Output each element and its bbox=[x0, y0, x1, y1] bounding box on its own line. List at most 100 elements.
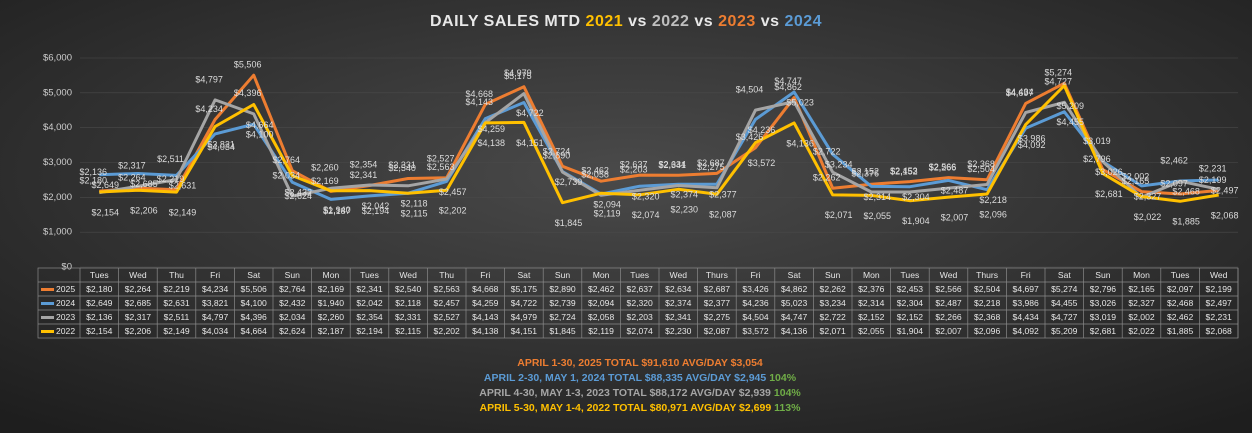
data-label: $2,203 bbox=[620, 165, 648, 175]
data-label: $2,022 bbox=[1134, 212, 1162, 222]
x-tick-label: Thu bbox=[439, 270, 454, 280]
table-cell: $4,664 bbox=[241, 326, 268, 336]
data-label: $2,180 bbox=[80, 175, 108, 185]
y-tick-label: $4,000 bbox=[43, 122, 72, 133]
summary-text: APRIL 4-30, MAY 1-3, 2023 TOTAL $88,172 … bbox=[479, 387, 771, 399]
table-cell: $1,885 bbox=[1167, 326, 1194, 336]
data-label: $2,042 bbox=[362, 201, 390, 211]
table-cell: $2,634 bbox=[665, 284, 692, 294]
data-label: $2,563 bbox=[427, 162, 455, 172]
data-label: $2,327 bbox=[1134, 191, 1162, 201]
x-tick-label: Sun bbox=[555, 270, 571, 280]
data-labels: $2,180 $2,264 $2,219 $4,234 $5,506 $2,764 $2,1… bbox=[80, 60, 1239, 229]
table-cell: $2,462 bbox=[1167, 312, 1194, 322]
table-cell: $2,094 bbox=[588, 298, 615, 308]
table-cell: $2,453 bbox=[897, 284, 924, 294]
data-label: $5,175 bbox=[504, 71, 532, 81]
table-cell: $4,234 bbox=[202, 284, 229, 294]
data-label: $2,264 bbox=[118, 173, 146, 183]
data-label: $4,722 bbox=[516, 108, 544, 118]
x-tick-label: Tues bbox=[630, 270, 649, 280]
table-cell: $2,527 bbox=[434, 312, 461, 322]
data-label: $2,154 bbox=[92, 207, 120, 217]
table-cell: $2,304 bbox=[897, 298, 924, 308]
table-cell: $2,649 bbox=[86, 298, 113, 308]
title-part: vs bbox=[761, 13, 780, 30]
data-label: $2,055 bbox=[864, 211, 892, 221]
x-tick-label: Sun bbox=[1095, 270, 1111, 280]
data-label: $2,320 bbox=[632, 192, 660, 202]
table-cell: $2,194 bbox=[356, 326, 383, 336]
summary-text: APRIL 2-30, MAY 1, 2024 TOTAL $88,335 AV… bbox=[484, 372, 766, 384]
data-label: $2,152 bbox=[890, 166, 918, 176]
data-label: $1,904 bbox=[902, 216, 930, 226]
x-tick-label: Tues bbox=[90, 270, 109, 280]
series-line bbox=[99, 84, 1219, 205]
table-cell: $3,426 bbox=[742, 284, 769, 294]
data-label: $4,797 bbox=[195, 74, 223, 84]
data-label: $4,100 bbox=[246, 130, 274, 140]
data-label: $2,637 bbox=[620, 160, 648, 170]
table-cell: $2,218 bbox=[974, 298, 1001, 308]
table-cell: $2,068 bbox=[1206, 326, 1233, 336]
x-tick-label: Fri bbox=[1021, 270, 1031, 280]
data-label: $2,374 bbox=[671, 190, 699, 200]
summary-line: APRIL 5-30, MAY 1-4, 2022 TOTAL $80,971 … bbox=[480, 402, 802, 414]
table-cell: $2,262 bbox=[820, 284, 847, 294]
table-cell: $2,042 bbox=[356, 298, 383, 308]
x-tick-label: Wed bbox=[399, 270, 417, 280]
table-cell: $5,209 bbox=[1051, 326, 1078, 336]
table-cell: $4,455 bbox=[1051, 298, 1078, 308]
data-label: $2,377 bbox=[709, 190, 737, 200]
table-cell: $2,374 bbox=[665, 298, 692, 308]
summary-pct: 104% bbox=[774, 387, 802, 399]
data-label: $2,119 bbox=[594, 209, 621, 219]
data-label: $2,068 bbox=[1211, 210, 1239, 220]
data-label: $2,368 bbox=[967, 159, 995, 169]
data-label: $4,236 bbox=[748, 125, 776, 135]
table-cell: $2,149 bbox=[163, 326, 190, 336]
table-cell: $2,462 bbox=[588, 284, 615, 294]
lines bbox=[99, 73, 1220, 205]
data-label: $3,019 bbox=[1083, 136, 1111, 146]
table-cell: $4,138 bbox=[472, 326, 499, 336]
data-label: $2,527 bbox=[427, 153, 455, 163]
data-label: $3,821 bbox=[207, 139, 235, 149]
summary-line: APRIL 4-30, MAY 1-3, 2023 TOTAL $88,172 … bbox=[479, 387, 801, 399]
y-tick-label: $5,000 bbox=[43, 87, 72, 98]
data-label: $2,331 bbox=[388, 160, 416, 170]
summary-text: APRIL 1-30, 2025 TOTAL $91,610 AVG/DAY $… bbox=[517, 357, 763, 369]
title-part: DAILY SALES MTD bbox=[430, 13, 581, 30]
data-label: $2,317 bbox=[118, 161, 146, 171]
y-tick-label: $2,000 bbox=[43, 192, 72, 203]
table-cell: $2,152 bbox=[858, 312, 885, 322]
x-tick-label: Tues bbox=[1171, 270, 1190, 280]
data-label: $2,199 bbox=[1199, 175, 1227, 185]
data-label: $4,151 bbox=[516, 138, 544, 148]
data-label: $2,462 bbox=[1160, 156, 1188, 166]
table-cell: $2,275 bbox=[704, 312, 731, 322]
summary-pct: 104% bbox=[769, 372, 797, 384]
table-cell: $4,797 bbox=[202, 312, 229, 322]
title-part: 2023 bbox=[718, 13, 756, 30]
data-label: $2,540 bbox=[388, 163, 416, 173]
data-label: $2,034 bbox=[273, 171, 301, 181]
series-line bbox=[99, 92, 1220, 199]
data-label: $2,724 bbox=[543, 146, 571, 156]
data-label: $4,259 bbox=[478, 124, 506, 134]
x-tick-label: Sun bbox=[285, 270, 301, 280]
data-label: $2,457 bbox=[439, 187, 467, 197]
data-label: $4,727 bbox=[1045, 77, 1073, 87]
table-cell: $2,034 bbox=[279, 312, 306, 322]
table-cell: $4,236 bbox=[742, 298, 769, 308]
data-label: $2,504 bbox=[967, 164, 995, 174]
table-cell: $2,260 bbox=[318, 312, 345, 322]
data-label: $2,354 bbox=[350, 159, 378, 169]
data-label: $2,497 bbox=[1211, 185, 1239, 195]
table-cell: $2,199 bbox=[1206, 284, 1233, 294]
data-label: $2,087 bbox=[709, 210, 737, 220]
x-tick-label: Thurs bbox=[976, 270, 998, 280]
data-label: $2,376 bbox=[852, 169, 880, 179]
table-cell: $2,096 bbox=[974, 326, 1001, 336]
data-label: $2,262 bbox=[813, 173, 841, 183]
